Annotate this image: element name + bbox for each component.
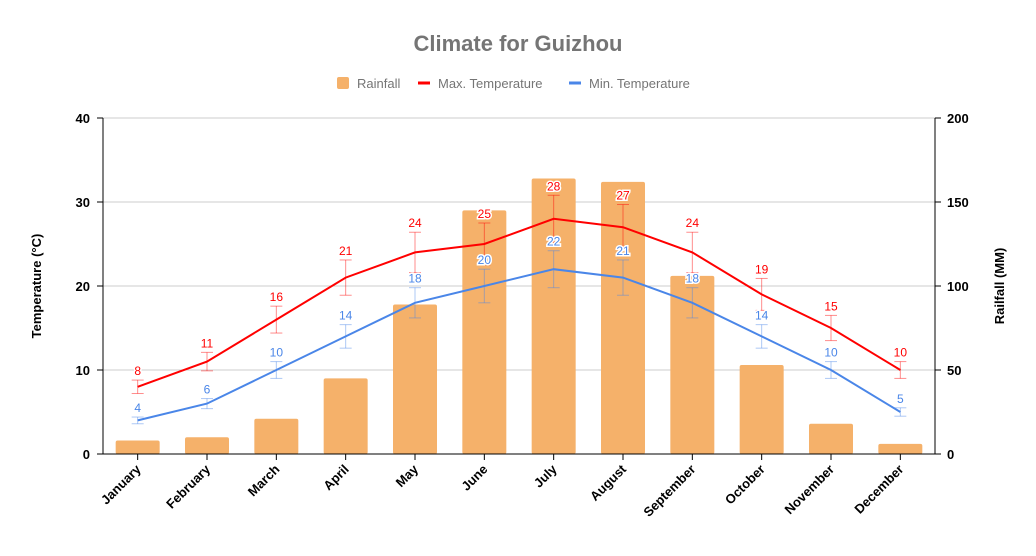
max-data-label: 10	[894, 346, 908, 360]
legend-swatch-rainfall	[337, 77, 349, 89]
rainfall-bar	[462, 210, 507, 454]
rainfall-bar	[393, 304, 437, 454]
max-data-label: 16	[270, 290, 284, 304]
max-data-label: 11	[201, 336, 214, 350]
legend: Rainfall Max. Temperature Min. Temperature	[337, 76, 690, 91]
rainfall-bar	[601, 181, 645, 454]
y-right-axis-label: Railfall (MM)	[992, 248, 1007, 325]
rainfall-bar	[739, 364, 784, 454]
temperature-lines: 8 11 16 21 24 25 28 27 24 19 15 10 4 6 10 14 18 20 22 21 18 1…	[131, 178, 909, 425]
max-data-label: 24	[686, 216, 700, 230]
min-data-label: 14	[755, 309, 769, 323]
y-left-tick-label: 40	[76, 111, 90, 126]
max-data-label: 24	[408, 216, 422, 230]
x-tick-label: May	[393, 461, 422, 490]
y-right-tick-label: 50	[947, 363, 961, 378]
min-data-label: 14	[339, 309, 353, 323]
x-tick-label: September	[640, 462, 698, 520]
rainfall-bar	[809, 423, 853, 454]
y-right-tick-label: 200	[947, 111, 969, 126]
chart-title: Climate for Guizhou	[414, 31, 623, 56]
x-tick-label: August	[587, 461, 630, 504]
rainfall-bar	[531, 178, 576, 455]
min-data-label: 10	[824, 346, 838, 360]
x-tick-label: July	[531, 461, 561, 491]
x-tick-label: June	[458, 462, 490, 494]
rainfall-bar	[670, 275, 715, 454]
min-data-label: 10	[270, 346, 284, 360]
min-data-label: 5	[897, 392, 904, 406]
min-data-label: 6	[204, 383, 211, 397]
max-temperature-line	[137, 217, 901, 388]
y-right-tick-label: 0	[947, 447, 954, 462]
max-data-label: 25	[478, 207, 492, 221]
rainfall-bar	[115, 440, 160, 454]
min-data-label: 21	[616, 244, 630, 258]
x-tick-label: February	[163, 461, 213, 511]
legend-label: Max. Temperature	[438, 76, 543, 91]
rainfall-bars	[115, 178, 923, 455]
min-data-label: 18	[408, 272, 422, 286]
rainfall-bar	[323, 378, 368, 454]
y-left-tick-label: 20	[76, 279, 90, 294]
max-data-label: 15	[824, 299, 838, 313]
min-temperature-line	[137, 268, 901, 422]
y-left-tick-label: 10	[76, 363, 90, 378]
max-data-label: 19	[755, 262, 769, 276]
x-tick-label: March	[245, 461, 283, 499]
x-tick-label: January	[98, 461, 144, 507]
y-right-tick-label: 100	[947, 279, 969, 294]
y-left-axis-label: Temperature (°C)	[29, 234, 44, 339]
min-data-label: 22	[547, 235, 561, 249]
max-data-label: 27	[616, 189, 630, 203]
min-data-label: 20	[478, 253, 492, 267]
legend-label: Min. Temperature	[589, 76, 690, 91]
rainfall-bar	[254, 418, 299, 454]
max-data-label: 28	[547, 179, 561, 193]
x-tick-label: October	[722, 462, 768, 508]
min-data-label: 18	[686, 272, 700, 286]
min-data-label: 4	[134, 401, 141, 415]
max-data-label: 21	[339, 244, 353, 258]
max-data-label: 8	[134, 364, 141, 378]
x-tick-label: December	[851, 462, 906, 517]
y-left-tick-label: 30	[76, 195, 90, 210]
y-left-tick-label: 0	[83, 447, 90, 462]
x-tick-label: April	[320, 462, 352, 494]
legend-label: Rainfall	[357, 76, 400, 91]
x-tick-label: November	[782, 462, 838, 518]
y-right-tick-label: 150	[947, 195, 969, 210]
rainfall-bar	[185, 437, 229, 454]
gridlines	[103, 117, 935, 371]
rainfall-bar	[878, 443, 923, 454]
